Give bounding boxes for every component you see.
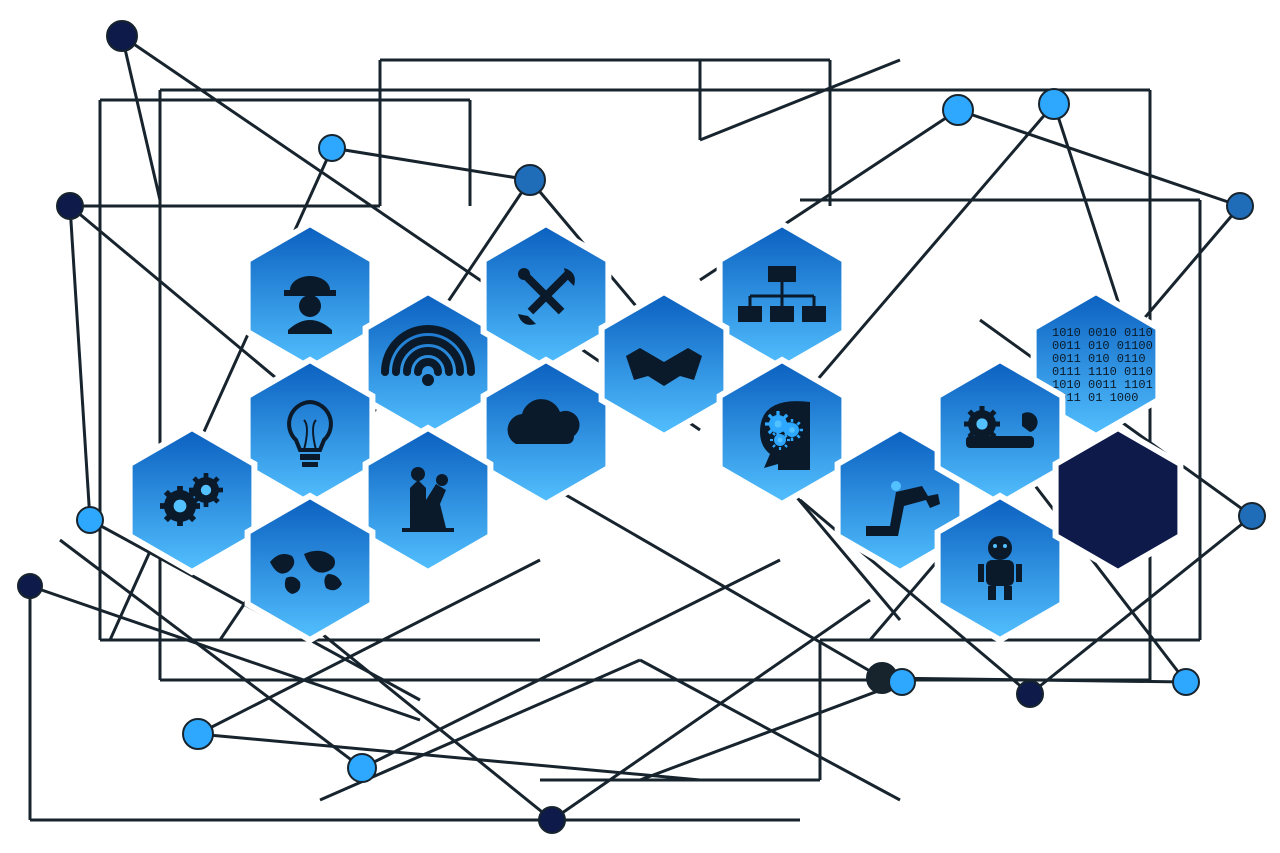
network-node [539, 807, 565, 833]
hexagon-meeting [366, 428, 491, 572]
binary-line: 0111 1110 0110 [1052, 365, 1153, 379]
network-edge [958, 110, 1240, 206]
network-edge [362, 560, 780, 768]
hexagon-worldmap [248, 496, 373, 640]
network-edge [700, 60, 900, 140]
binary-line: 0011 010 0110 [1052, 352, 1146, 366]
network-node [1227, 193, 1253, 219]
network-node [943, 95, 973, 125]
network-edge [540, 480, 882, 678]
network-node [515, 165, 545, 195]
network-node [57, 193, 83, 219]
network-node [348, 754, 376, 782]
hexagon-cluster: 1010 0010 01100011 010 011000011 010 011… [130, 224, 1181, 640]
binary-line: 1010 0011 1101 [1052, 378, 1153, 392]
network-node [319, 135, 345, 161]
hexagon-lightbulb [248, 360, 373, 504]
network-node [1017, 681, 1043, 707]
binary-line: 1010 0010 0110 [1052, 326, 1153, 340]
binary-icon: 1010 0010 01100011 010 011000011 010 011… [1052, 326, 1153, 405]
hexagon-tools [484, 224, 609, 368]
hexagon-worker [248, 224, 373, 368]
network-node [1239, 503, 1265, 529]
network-edge [552, 600, 870, 820]
hexagon-wifi [366, 292, 491, 436]
network-node [1173, 669, 1199, 695]
network-edge [332, 148, 530, 180]
hexagon-cloud [484, 360, 609, 504]
network-lines [30, 36, 1252, 820]
network-edge [198, 734, 700, 780]
binary-line: 0011 010 01100 [1052, 339, 1153, 353]
network-edge [800, 104, 1054, 400]
network-node [18, 574, 42, 598]
network-node [889, 669, 915, 695]
service-label: Service [981, 434, 1020, 449]
hexagon-handshake [602, 292, 727, 436]
network-edge [70, 206, 90, 520]
hexagon-brain [720, 360, 845, 504]
network-node [107, 21, 137, 51]
network-edge [122, 36, 160, 200]
network-node [1039, 89, 1069, 119]
hexagon-org [720, 224, 845, 368]
network-node [77, 507, 103, 533]
network-node [183, 719, 213, 749]
